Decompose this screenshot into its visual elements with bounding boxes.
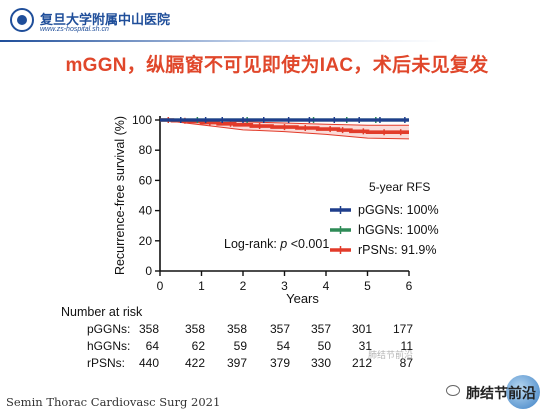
wechat-badge: 肺结节前沿 (438, 375, 550, 411)
risk-value: 87 (400, 356, 414, 370)
y-tick-label: 60 (139, 173, 153, 187)
risk-value: 358 (185, 322, 205, 336)
risk-value: 50 (318, 339, 332, 353)
logrank-annotation: Log-rank: p <0.001 (224, 237, 329, 251)
risk-value: 422 (185, 356, 205, 370)
y-axis-label: Recurrence-free survival (%) (113, 116, 127, 275)
citation: Semin Thorac Cardiovasc Surg 2021 (6, 395, 221, 409)
risk-value: 64 (146, 339, 160, 353)
x-tick-label: 4 (323, 279, 330, 293)
x-tick-label: 0 (157, 279, 164, 293)
slide-title: mGGN，纵膈窗不可见即使为IAC，术后未见复发 (65, 55, 489, 76)
ci-line (159, 119, 410, 140)
risk-value: 11 (401, 339, 414, 353)
wechat-icon (446, 385, 460, 396)
globe-icon (506, 375, 540, 409)
hospital-logo: 复旦大学附属中山医院 www.zs-hospital.sh.cn (10, 8, 170, 36)
risk-value: 440 (139, 356, 159, 370)
risk-value: 357 (270, 322, 290, 336)
legend-entry: rPSNs: 91.9% (358, 243, 437, 257)
legend-entry: hGGNs: 100% (358, 223, 439, 237)
hospital-url: www.zs-hospital.sh.cn (40, 26, 109, 33)
risk-value: 357 (311, 322, 331, 336)
risk-row-label: pGGNs: (87, 322, 130, 336)
risk-row-label: rPSNs: (87, 356, 125, 370)
x-tick-label: 2 (240, 279, 247, 293)
legend-title: 5-year RFS (369, 180, 430, 194)
risk-row-label: hGGNs: (87, 339, 130, 353)
risk-value: 301 (352, 322, 372, 336)
risk-value: 59 (234, 339, 248, 353)
risk-value: 397 (227, 356, 247, 370)
hospital-name: 复旦大学附属中山医院 (40, 13, 171, 28)
x-axis-label: Years (286, 291, 319, 306)
y-tick-label: 0 (145, 264, 152, 278)
risk-value: 212 (352, 356, 372, 370)
x-tick-label: 1 (198, 279, 205, 293)
y-tick-label: 40 (139, 204, 153, 218)
header-rule (0, 40, 554, 42)
risk-value: 330 (311, 356, 331, 370)
risk-value: 177 (393, 322, 413, 336)
risk-value: 31 (359, 339, 373, 353)
wechat-account-name: 肺结节前沿 (466, 385, 536, 401)
x-tick-label: 5 (364, 279, 371, 293)
risk-value: 358 (139, 322, 159, 336)
x-tick-label: 3 (281, 279, 288, 293)
risk-value: 62 (192, 339, 206, 353)
risk-value: 358 (227, 322, 247, 336)
hospital-seal-icon (10, 8, 34, 32)
risk-value: 54 (277, 339, 291, 353)
y-tick-label: 80 (139, 143, 153, 157)
risk-value: 379 (270, 356, 290, 370)
watermark-text: 肺结节前沿 (368, 350, 414, 360)
legend-entry: pGGNs: 100% (358, 203, 439, 217)
y-tick-label: 20 (139, 234, 153, 248)
y-tick-label: 100 (132, 113, 152, 127)
risk-table-title: Number at risk (61, 305, 143, 319)
x-tick-label: 6 (406, 279, 413, 293)
